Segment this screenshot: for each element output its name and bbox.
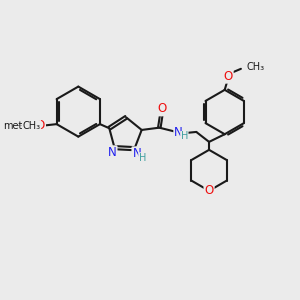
Text: H: H bbox=[181, 131, 188, 142]
Text: CH₃: CH₃ bbox=[22, 121, 40, 130]
Text: O: O bbox=[224, 70, 233, 83]
Text: methyl: methyl bbox=[4, 121, 38, 130]
Text: O: O bbox=[204, 184, 214, 197]
Text: CH₃: CH₃ bbox=[247, 62, 265, 72]
Text: O: O bbox=[36, 119, 45, 132]
Text: H: H bbox=[139, 153, 146, 163]
Text: O: O bbox=[157, 102, 166, 116]
Text: methyl: methyl bbox=[18, 125, 23, 126]
Text: N: N bbox=[108, 146, 117, 159]
Text: N: N bbox=[132, 147, 141, 160]
Text: N: N bbox=[174, 126, 183, 139]
